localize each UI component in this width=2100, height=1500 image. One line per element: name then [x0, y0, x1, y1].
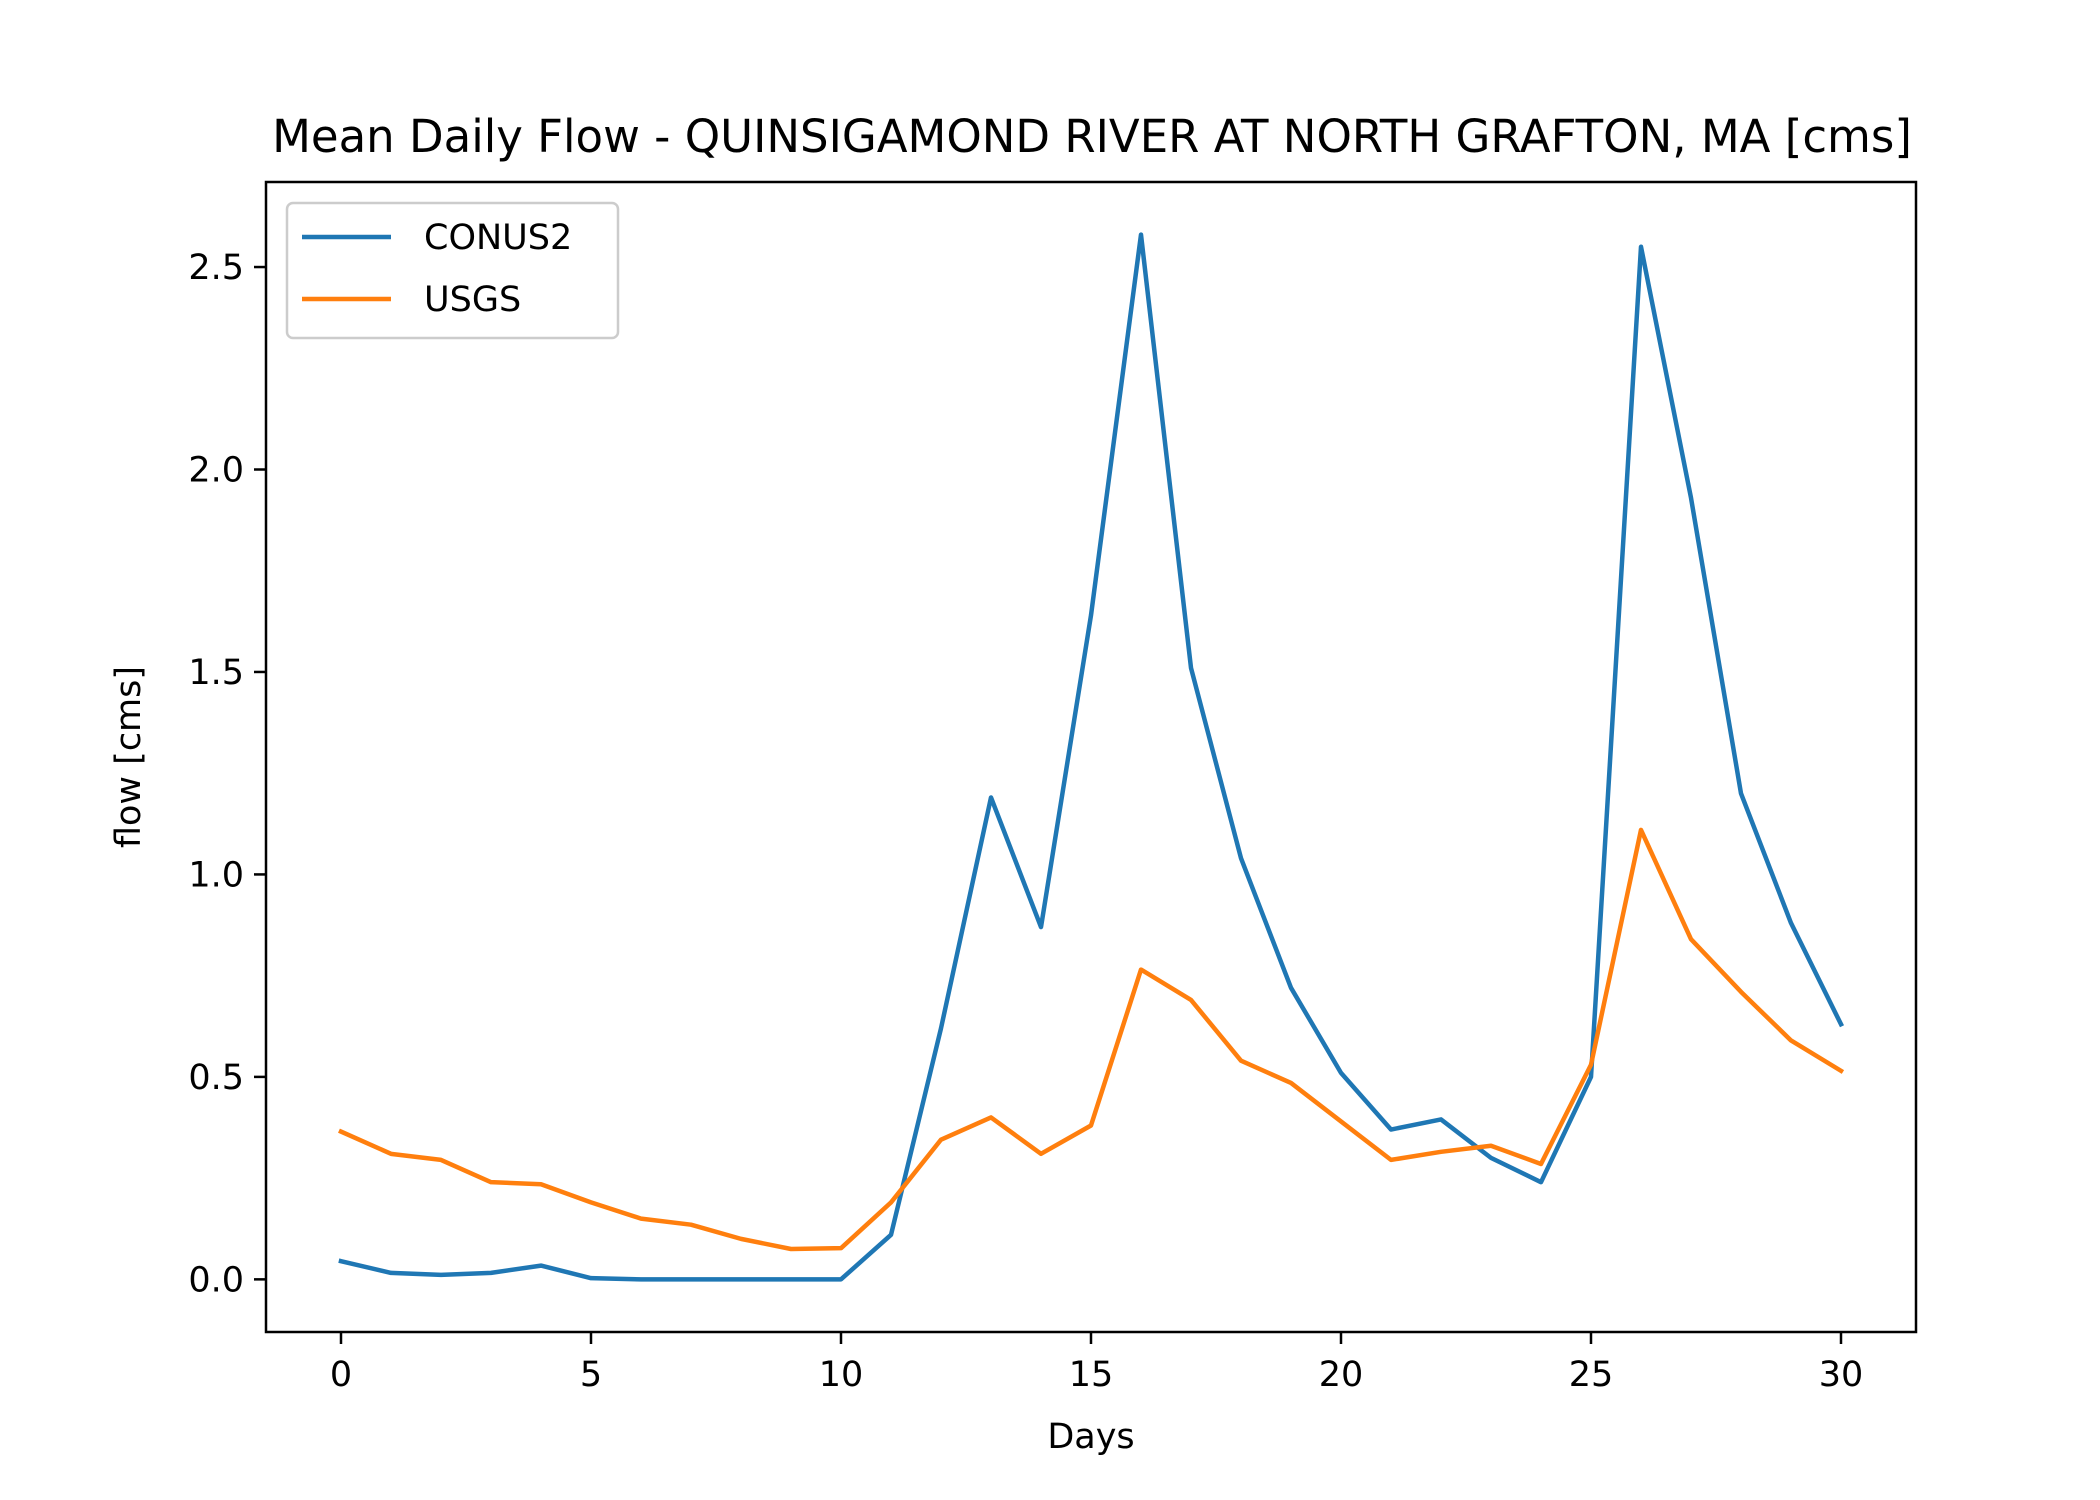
y-tick-label: 2.5: [188, 248, 244, 288]
x-tick-label: 25: [1569, 1355, 1614, 1395]
legend-label-usgs: USGS: [424, 280, 521, 320]
series-line-conus2: [338, 232, 1845, 1282]
y-tick-label: 2.0: [188, 451, 244, 491]
x-tick-label: 30: [1819, 1355, 1864, 1395]
x-axis-label: Days: [1047, 1417, 1134, 1457]
y-tick-label: 0.0: [188, 1260, 244, 1300]
legend: CONUS2 USGS: [285, 201, 620, 340]
chart-title: Mean Daily Flow - QUINSIGAMOND RIVER AT …: [272, 110, 1912, 163]
y-tick-label: 0.5: [188, 1058, 244, 1098]
x-tick-label: 20: [1319, 1355, 1364, 1395]
series-line-usgs: [338, 827, 1845, 1252]
x-tick-label: 15: [1069, 1355, 1114, 1395]
y-tick-label: 1.0: [188, 855, 244, 895]
plot-area: [338, 232, 1845, 1282]
y-axis-label: flow [cms]: [109, 666, 149, 848]
x-tick-label: 0: [330, 1355, 352, 1395]
legend-label-conus2: CONUS2: [424, 218, 572, 258]
x-tick-label: 5: [580, 1355, 602, 1395]
x-axis: 0 5 10 15 20 25 30: [330, 1332, 1863, 1395]
y-tick-label: 1.5: [188, 653, 244, 693]
y-axis: 0.0 0.5 1.0 1.5 2.0 2.5: [188, 248, 266, 1300]
x-tick-label: 10: [819, 1355, 864, 1395]
